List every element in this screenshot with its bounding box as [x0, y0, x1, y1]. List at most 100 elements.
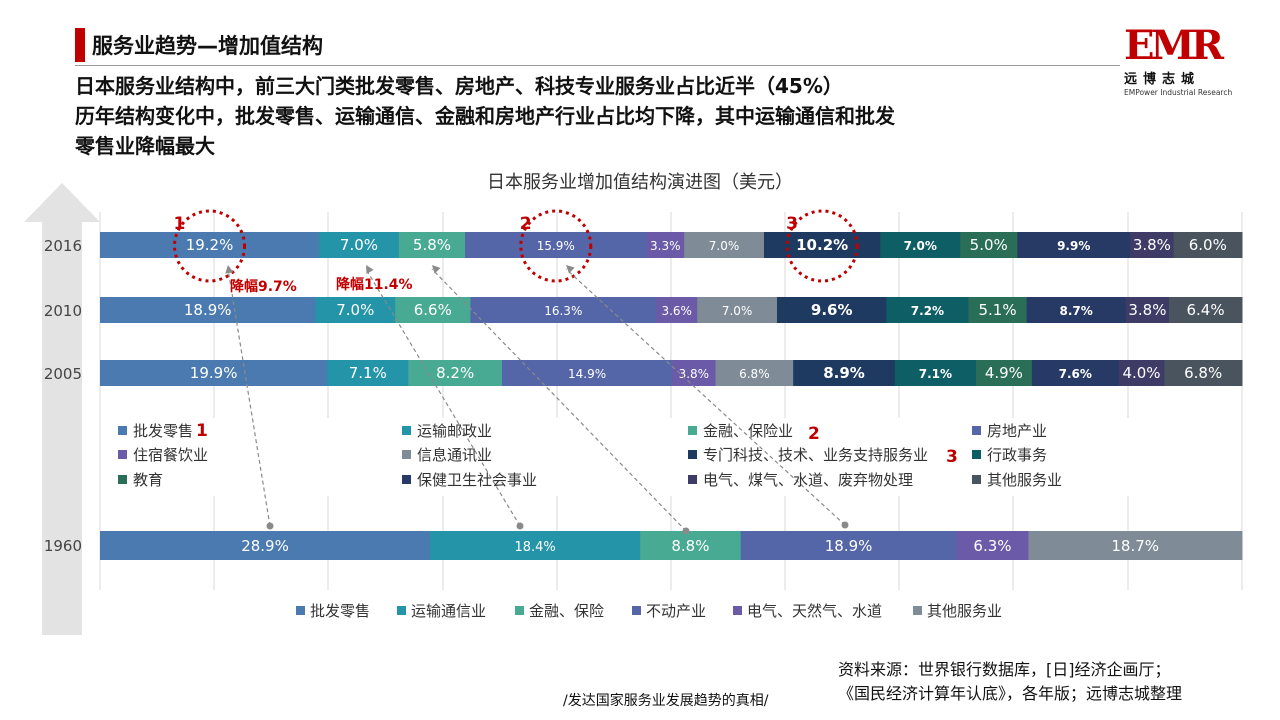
legend2-label-1: 运输通信业 — [411, 602, 486, 620]
data-label-2016-2: 5.8% — [413, 236, 451, 254]
data-label-2016-11: 6.0% — [1189, 236, 1227, 254]
data-label-2010-2: 6.6% — [414, 301, 452, 319]
legend-label-4: 住宿餐饮业 — [133, 446, 208, 464]
year-label-2005: 2005 — [44, 365, 82, 383]
legend-swatch-4 — [118, 450, 127, 459]
trend-origin-dot-2 — [682, 527, 690, 535]
bar-2005-seg-0 — [100, 360, 328, 386]
data-label-2016-1: 7.0% — [340, 236, 378, 254]
footer-note: /发达国家服务业发展趋势的真相/ — [563, 693, 769, 709]
data-label-2010-0: 18.9% — [184, 301, 232, 319]
legend-marker-1: 1 — [196, 421, 208, 441]
trend-origin-dot-0 — [266, 522, 274, 530]
data-label-2005-1: 7.1% — [349, 364, 387, 382]
legend-swatch-3 — [972, 426, 981, 435]
data-label-2016-5: 7.0% — [709, 239, 740, 253]
trend-arrowhead-1 — [366, 265, 374, 274]
logo-name-en: EMPower Industrial Research — [1124, 88, 1233, 97]
highlight-circle-3 — [785, 209, 859, 283]
data-label-1960-1: 18.4% — [514, 540, 555, 555]
legend-label-3: 房地产业 — [987, 422, 1047, 440]
data-label-2005-11: 6.8% — [1184, 364, 1222, 382]
bar-2005-seg-5 — [715, 360, 794, 386]
legend-background — [110, 418, 1235, 496]
bar-2016-seg-4 — [646, 232, 685, 258]
bar-2016-seg-3 — [465, 232, 647, 258]
legend-swatch-0 — [118, 426, 127, 435]
year-label-2016: 2016 — [44, 237, 82, 255]
data-label-1960-0: 28.9% — [241, 537, 289, 555]
data-label-2005-5: 6.8% — [739, 367, 770, 381]
legend-label-6: 专门科技、技术、业务支持服务业 — [703, 446, 928, 464]
bar-2016-seg-1 — [319, 232, 400, 258]
legend2-label-5: 其他服务业 — [927, 602, 1002, 620]
trend-arrowhead-3 — [566, 265, 575, 274]
bar-1960-seg-1 — [430, 531, 641, 560]
headline-line-3: 零售业降幅最大 — [75, 134, 215, 158]
timeline-arrow — [24, 183, 100, 635]
legend-swatch-2 — [688, 426, 697, 435]
legend2-swatch-4 — [733, 606, 742, 615]
legend2-label-3: 不动产业 — [646, 602, 706, 620]
data-label-2016-3: 15.9% — [537, 239, 575, 253]
title-accent-bar — [75, 28, 85, 62]
bar-2010-seg-8 — [968, 297, 1028, 323]
legend2-label-0: 批发零售 — [310, 602, 370, 620]
decline-label-1: 降幅9.7% — [230, 278, 297, 295]
legend-swatch-5 — [402, 450, 411, 459]
bar-2010-seg-10 — [1125, 297, 1170, 323]
data-label-2010-8: 5.1% — [978, 301, 1016, 319]
legend-label-5: 信息通讯业 — [417, 446, 492, 464]
data-label-2005-10: 4.0% — [1122, 364, 1160, 382]
bar-1960-seg-5 — [1028, 531, 1243, 560]
bar-2010-seg-9 — [1026, 297, 1127, 323]
bar-2016-seg-6 — [763, 232, 881, 258]
circle-marker-2: 2 — [520, 214, 532, 234]
legend2-background — [286, 598, 1026, 624]
data-label-2005-9: 7.6% — [1059, 367, 1092, 381]
bar-2016-seg-9 — [1017, 232, 1131, 258]
legend-swatch-6 — [688, 450, 697, 459]
data-label-2010-5: 7.0% — [722, 304, 753, 318]
logo-name-cn: 远博志城 — [1124, 72, 1201, 87]
legend-marker-3: 3 — [946, 447, 958, 467]
data-label-2010-3: 16.3% — [544, 304, 582, 318]
legend2-swatch-0 — [296, 606, 305, 615]
data-label-2010-4: 3.6% — [661, 304, 692, 318]
legend2-swatch-2 — [515, 606, 524, 615]
bar-2005-seg-11 — [1164, 360, 1243, 386]
bar-2016-seg-8 — [960, 232, 1018, 258]
source-line-1: 资料来源：世界银行数据库，[日]经济企画厅； — [838, 660, 1171, 679]
legend-swatch-1 — [402, 426, 411, 435]
highlight-circle-2 — [519, 209, 593, 283]
data-label-1960-4: 6.3% — [973, 537, 1011, 555]
decline-label-2: 降幅11.4% — [336, 276, 413, 293]
legend2-swatch-1 — [397, 606, 406, 615]
highlight-circle-1 — [173, 209, 247, 283]
bar-2016-seg-7 — [880, 232, 961, 258]
legend-label-1: 运输邮政业 — [417, 422, 492, 440]
legend-label-2: 金融、保险业 — [703, 422, 793, 440]
data-label-2010-7: 7.2% — [911, 304, 944, 318]
data-label-2005-7: 7.1% — [919, 367, 952, 381]
data-label-2005-2: 8.2% — [436, 364, 474, 382]
data-label-2005-0: 19.9% — [190, 364, 238, 382]
data-label-1960-5: 18.7% — [1111, 537, 1159, 555]
bar-2005-seg-9 — [1031, 360, 1120, 386]
data-label-2016-7: 7.0% — [904, 239, 937, 253]
bar-1960-seg-4 — [956, 531, 1029, 560]
legend-swatch-11 — [972, 475, 981, 484]
data-label-2010-9: 8.7% — [1060, 304, 1093, 318]
title-divider — [75, 65, 1120, 66]
legend-swatch-8 — [118, 475, 127, 484]
data-label-2016-10: 3.8% — [1133, 236, 1171, 254]
bar-2005-seg-10 — [1118, 360, 1165, 386]
data-label-2016-6: 10.2% — [796, 236, 848, 254]
bar-2010-seg-3 — [470, 297, 657, 323]
bar-1960-seg-2 — [640, 531, 742, 560]
data-label-2005-3: 14.9% — [568, 367, 606, 381]
data-label-2010-11: 6.4% — [1186, 301, 1224, 319]
data-label-2005-8: 4.9% — [985, 364, 1023, 382]
data-label-1960-3: 18.9% — [825, 537, 873, 555]
